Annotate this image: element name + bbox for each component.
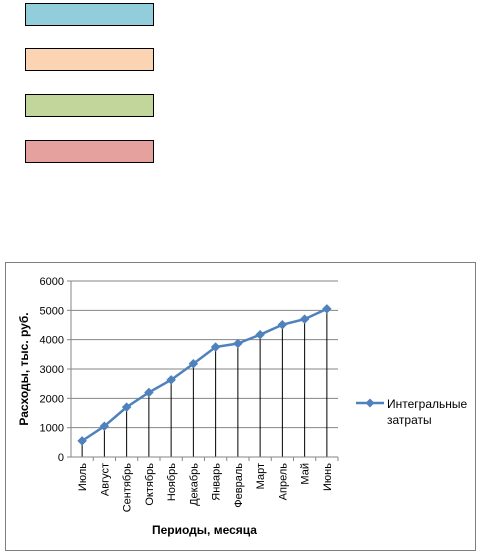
data-point xyxy=(233,338,243,349)
series-line-integral-costs xyxy=(81,307,328,442)
y-tick-label: 2000 xyxy=(40,393,64,405)
data-point xyxy=(99,421,110,432)
x-tick-labels: Июль Август Сентябрь Октябрь Ноябрь Декабрь Ян… xyxy=(77,463,334,513)
line-chart: 0 1000 2000 3000 4000 5000 6000 Июль Август Сент… xyxy=(17,276,468,537)
x-tick-label: Февраль xyxy=(233,463,245,508)
data-point xyxy=(210,342,221,352)
color-swatch-red xyxy=(25,140,154,163)
legend-label-line-2: затраты xyxy=(387,413,432,427)
chart-frame: 0 1000 2000 3000 4000 5000 6000 Июль Август Сент… xyxy=(5,262,476,551)
y-tick-label: 6000 xyxy=(40,276,64,288)
color-swatch-green xyxy=(25,94,154,117)
legend-label-line-1: Интегральные xyxy=(387,397,468,411)
data-point xyxy=(188,358,199,369)
data-point xyxy=(299,314,310,324)
x-tick-label: Июнь xyxy=(322,463,334,491)
drop-lines xyxy=(81,308,328,457)
data-points xyxy=(77,304,332,446)
data-point xyxy=(144,387,154,398)
x-tick-label: Сентябрь xyxy=(122,463,134,513)
gridlines xyxy=(67,280,338,458)
data-point xyxy=(121,402,132,412)
color-swatch-blue xyxy=(25,3,154,26)
data-point xyxy=(322,304,332,314)
x-tick-label: Апрель xyxy=(277,463,289,501)
x-tick-label: Май xyxy=(300,463,312,485)
data-point xyxy=(277,319,288,330)
x-tick-label: Ноябрь xyxy=(166,463,178,501)
x-tick-label: Декабрь xyxy=(188,463,200,506)
x-tick-label: Март xyxy=(255,463,267,489)
y-tick-label: 3000 xyxy=(40,364,64,376)
data-point xyxy=(166,374,176,385)
legend-marker xyxy=(365,398,375,408)
x-tick-label: Июль xyxy=(77,463,89,491)
y-tick-label: 4000 xyxy=(40,335,64,347)
series-line xyxy=(81,307,328,442)
x-tick-label: Август xyxy=(99,463,111,496)
data-point xyxy=(255,329,265,340)
color-swatch-orange xyxy=(25,48,154,71)
y-axis-title: Расходы, тыс. руб. xyxy=(17,312,31,425)
x-tick-label: Январь xyxy=(211,463,223,501)
axes xyxy=(70,281,339,461)
x-axis-title: Периоды, месяца xyxy=(152,523,257,537)
y-tick-label: 1000 xyxy=(40,423,64,435)
legend: Интегральные затраты xyxy=(356,397,468,427)
y-tick-labels: 0 1000 2000 3000 4000 5000 6000 xyxy=(40,276,64,464)
data-point xyxy=(77,436,87,446)
x-tick-label: Октябрь xyxy=(144,463,156,506)
y-tick-label: 5000 xyxy=(40,305,64,317)
y-tick-label: 0 xyxy=(58,452,64,464)
